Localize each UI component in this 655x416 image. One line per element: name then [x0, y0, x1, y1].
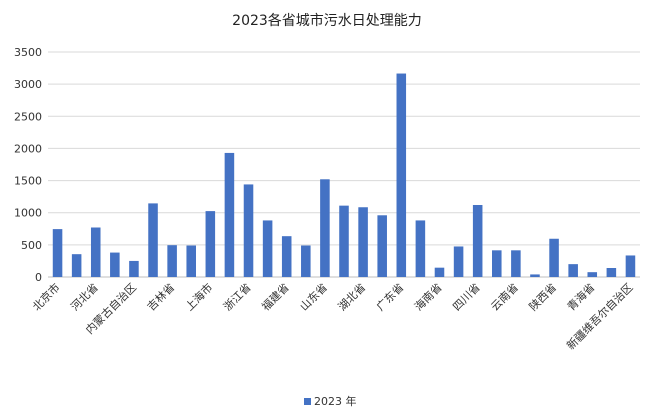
bar	[281, 236, 292, 277]
legend-swatch	[304, 398, 311, 405]
bar	[606, 268, 617, 277]
y-tick-label: 2500	[14, 110, 42, 123]
bar	[205, 211, 216, 277]
bar-series	[52, 73, 636, 278]
chart-title: 2023各省城市污水日处理能力	[232, 12, 422, 29]
x-tick-label: 河北省	[68, 281, 101, 314]
x-tick-label: 云南省	[488, 281, 521, 314]
bar	[224, 152, 235, 277]
bar	[186, 245, 196, 277]
y-tick-label: 1000	[14, 207, 42, 220]
x-tick-label: 北京市	[29, 280, 62, 313]
x-tick-label: 上海市	[182, 280, 215, 313]
bar	[167, 245, 177, 277]
bar	[434, 267, 445, 277]
x-tick-label: 福建省	[259, 280, 292, 313]
bar	[129, 260, 139, 277]
bar	[339, 205, 349, 277]
x-tick-label: 广东省	[374, 281, 407, 314]
bar	[492, 250, 502, 277]
bar	[320, 179, 330, 277]
y-tick-label: 0	[35, 271, 42, 284]
bar	[396, 73, 407, 278]
bar	[148, 203, 158, 277]
y-tick-label: 2000	[14, 142, 42, 155]
x-axis: 北京市 河北省内蒙古自治区 吉林省 上海市 浙江省 福建省 山东省 湖北省 广东省 海南省 四川省云…	[29, 280, 635, 352]
bar	[90, 227, 101, 277]
bar	[625, 255, 636, 277]
bar	[530, 274, 540, 277]
bar	[301, 245, 311, 277]
bar	[110, 252, 120, 277]
y-tick-label: 500	[21, 239, 42, 252]
legend-label: 2023 年	[314, 394, 357, 408]
legend: 2023 年	[304, 394, 357, 408]
bar	[358, 207, 368, 277]
bar	[262, 220, 273, 277]
bar	[71, 254, 82, 277]
bar	[415, 220, 426, 277]
x-tick-label: 陕西省	[526, 280, 559, 313]
x-tick-label: 吉林省	[144, 280, 177, 313]
x-tick-label: 四川省	[450, 281, 483, 314]
y-tick-label: 3000	[14, 78, 42, 91]
x-tick-label: 青海省	[564, 280, 597, 313]
x-tick-label: 浙江省	[221, 281, 254, 314]
bar	[549, 238, 559, 277]
y-tick-label: 1500	[14, 175, 42, 188]
bar	[52, 229, 63, 277]
y-axis: 0 500 1000 1500 2000 2500 3000 3500	[14, 46, 42, 284]
x-tick-label: 海南省	[411, 280, 444, 313]
x-tick-label: 湖北省	[336, 281, 369, 314]
bar	[472, 205, 483, 277]
bar	[453, 246, 464, 277]
y-tick-label: 3500	[14, 46, 42, 59]
bar	[243, 184, 254, 277]
bar	[568, 264, 578, 277]
bar	[377, 215, 387, 277]
x-tick-label: 新疆维吾尔自治区	[563, 280, 635, 352]
bar	[587, 272, 598, 277]
x-tick-label: 山东省	[297, 281, 330, 314]
bar	[511, 250, 521, 277]
